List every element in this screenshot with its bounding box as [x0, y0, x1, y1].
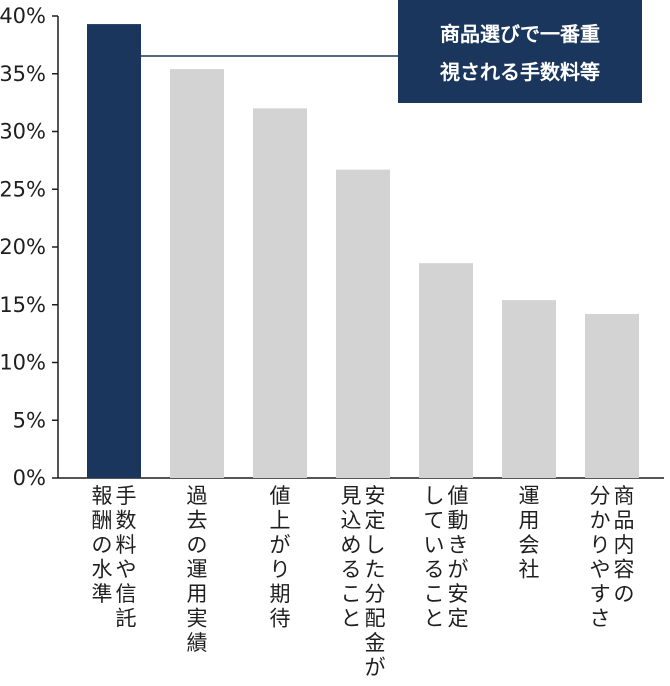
- callout-box: [398, 0, 642, 103]
- bar: [502, 300, 556, 478]
- y-axis: 0% 5% 10% 15% 20% 25% 30% 35% 40%: [0, 4, 664, 490]
- callout-text-line: 視される手数料等: [439, 60, 600, 84]
- x-category-label: 運用会社: [519, 484, 540, 582]
- y-tick-label: 25%: [0, 177, 46, 201]
- callout-text-line: 商品選びで一番重: [440, 22, 600, 46]
- x-category-label-line: 運用会社: [519, 484, 540, 582]
- x-category-label-line: 安定した分配金が: [365, 484, 386, 680]
- y-tick-label: 30%: [0, 120, 46, 144]
- y-tick-label: 5%: [13, 408, 46, 432]
- y-tick-label: 20%: [0, 235, 46, 259]
- x-category-label-line: 値動きが安定: [448, 484, 469, 631]
- bar: [253, 108, 307, 479]
- bar: [585, 313, 639, 478]
- x-category-label-line: 手数料や信託: [116, 484, 137, 631]
- y-tick-label: 35%: [0, 62, 46, 86]
- bar: [336, 169, 390, 479]
- x-category-label: 値上がり期待: [270, 484, 291, 631]
- x-category-label-line: 報酬の水準: [92, 484, 113, 606]
- y-tick-label: 10%: [0, 351, 46, 375]
- bars: [87, 24, 639, 479]
- x-category-label-line: 見込めること: [341, 484, 362, 631]
- x-axis-labels: 手数料や信託報酬の水準過去の運用実績値上がり期待安定した分配金が見込めること値動…: [92, 484, 635, 680]
- y-tick-label: 40%: [0, 4, 46, 28]
- x-category-label-line: 分かりやすさ: [590, 484, 611, 631]
- bar: [87, 24, 141, 479]
- x-category-label-line: 商品内容の: [614, 484, 635, 606]
- x-category-label-line: 過去の運用実績: [187, 484, 208, 655]
- x-category-label-line: 値上がり期待: [270, 484, 291, 631]
- y-tick-label: 15%: [0, 293, 46, 317]
- bar: [170, 69, 224, 478]
- x-category-label-line: していること: [424, 484, 445, 631]
- bar: [419, 263, 473, 478]
- y-tick-label: 0%: [13, 466, 46, 490]
- x-category-label: 過去の運用実績: [187, 484, 208, 655]
